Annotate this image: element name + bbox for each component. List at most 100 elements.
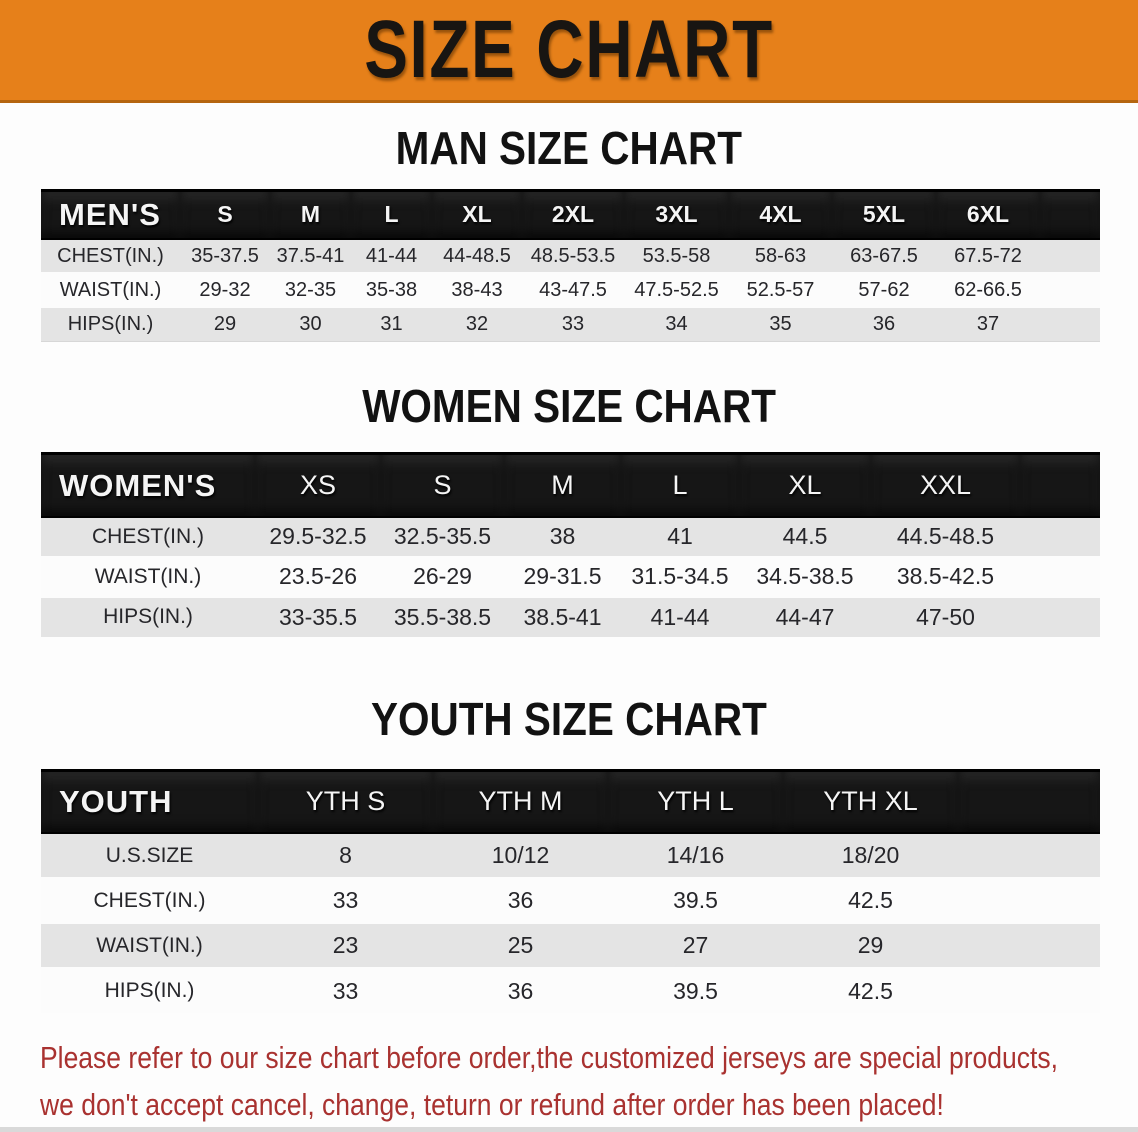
table-cell: 26-29 bbox=[381, 555, 504, 597]
table-cell-spacer bbox=[1040, 238, 1100, 274]
table-cell: 29 bbox=[180, 306, 270, 342]
youth-chest-row: CHEST(IN.) 33 36 39.5 42.5 bbox=[41, 877, 1100, 924]
men-size-col-xl: XL bbox=[432, 188, 522, 241]
table-cell: 34 bbox=[624, 306, 729, 342]
table-cell: 30 bbox=[270, 306, 351, 342]
men-size-col-4xl: 4XL bbox=[729, 188, 832, 241]
table-cell-spacer bbox=[1040, 272, 1100, 308]
table-cell: 44.5-48.5 bbox=[871, 515, 1020, 557]
youth-ussize-row: U.S.SIZE 8 10/12 14/16 18/20 bbox=[41, 832, 1100, 879]
table-cell: 36 bbox=[433, 877, 608, 924]
table-cell: 35.5-38.5 bbox=[381, 595, 504, 637]
youth-table-header-row: YOUTH YTH S YTH M YTH L YTH XL bbox=[41, 768, 1100, 835]
table-cell: 41-44 bbox=[621, 595, 739, 637]
youth-heading-text: YOUTH SIZE CHART bbox=[371, 692, 767, 745]
table-cell: 25 bbox=[433, 922, 608, 969]
table-cell: 35 bbox=[729, 306, 832, 342]
table-cell: 53.5-58 bbox=[624, 238, 729, 274]
table-cell: 32.5-35.5 bbox=[381, 515, 504, 557]
table-cell: 38-43 bbox=[432, 272, 522, 308]
table-cell: 38.5-41 bbox=[504, 595, 621, 637]
men-hips-row: HIPS(IN.) 29 30 31 32 33 34 35 36 37 bbox=[41, 306, 1100, 342]
women-size-col-xs: XS bbox=[255, 452, 381, 518]
youth-size-col-m: YTH M bbox=[433, 768, 608, 835]
table-cell: 39.5 bbox=[608, 967, 783, 1014]
order-notice: Please refer to our size chart before or… bbox=[40, 1034, 1138, 1128]
table-cell: 8 bbox=[258, 832, 433, 879]
table-cell-spacer bbox=[1020, 515, 1100, 557]
women-size-col-xxl: XXL bbox=[871, 452, 1020, 518]
row-label: WAIST(IN.) bbox=[41, 555, 255, 597]
bottom-edge-strip bbox=[0, 1127, 1138, 1132]
men-chest-row: CHEST(IN.) 35-37.5 37.5-41 41-44 44-48.5… bbox=[41, 238, 1100, 274]
women-size-col-xl: XL bbox=[739, 452, 871, 518]
men-size-col-3xl: 3XL bbox=[624, 188, 729, 241]
row-label: CHEST(IN.) bbox=[41, 515, 255, 557]
row-label: CHEST(IN.) bbox=[41, 238, 180, 274]
table-cell: 44-48.5 bbox=[432, 238, 522, 274]
table-cell: 33 bbox=[258, 967, 433, 1014]
youth-size-table: YOUTH YTH S YTH M YTH L YTH XL U.S.SIZE … bbox=[41, 768, 1100, 1014]
size-chart-banner: SIZE CHART bbox=[0, 0, 1138, 103]
table-cell-spacer bbox=[958, 922, 1100, 969]
table-cell: 44.5 bbox=[739, 515, 871, 557]
table-cell: 37.5-41 bbox=[270, 238, 351, 274]
table-cell: 33-35.5 bbox=[255, 595, 381, 637]
table-cell-spacer bbox=[1020, 595, 1100, 637]
men-size-col-s: S bbox=[180, 188, 270, 241]
table-cell: 41 bbox=[621, 515, 739, 557]
row-label: HIPS(IN.) bbox=[41, 306, 180, 342]
table-cell: 27 bbox=[608, 922, 783, 969]
men-size-col-l: L bbox=[351, 188, 432, 241]
women-chest-row: CHEST(IN.) 29.5-32.5 32.5-35.5 38 41 44.… bbox=[41, 515, 1100, 557]
youth-size-col-xl: YTH XL bbox=[783, 768, 958, 835]
table-cell: 63-67.5 bbox=[832, 238, 936, 274]
men-size-col-2xl: 2XL bbox=[522, 188, 624, 241]
youth-header-spacer bbox=[958, 768, 1100, 835]
table-cell: 42.5 bbox=[783, 967, 958, 1014]
table-cell: 33 bbox=[258, 877, 433, 924]
table-cell: 32-35 bbox=[270, 272, 351, 308]
table-cell: 29-31.5 bbox=[504, 555, 621, 597]
table-cell: 47.5-52.5 bbox=[624, 272, 729, 308]
table-cell: 36 bbox=[832, 306, 936, 342]
row-label: WAIST(IN.) bbox=[41, 272, 180, 308]
women-size-col-l: L bbox=[621, 452, 739, 518]
row-label: WAIST(IN.) bbox=[41, 922, 258, 969]
table-cell: 14/16 bbox=[608, 832, 783, 879]
women-hips-row: HIPS(IN.) 33-35.5 35.5-38.5 38.5-41 41-4… bbox=[41, 595, 1100, 637]
women-waist-row: WAIST(IN.) 23.5-26 26-29 29-31.5 31.5-34… bbox=[41, 555, 1100, 597]
youth-size-col-s: YTH S bbox=[258, 768, 433, 835]
banner-title: SIZE CHART bbox=[364, 4, 774, 95]
table-cell: 57-62 bbox=[832, 272, 936, 308]
youth-table-corner-label: YOUTH bbox=[41, 768, 258, 835]
table-cell: 36 bbox=[433, 967, 608, 1014]
men-size-table: MEN'S S M L XL 2XL 3XL 4XL 5XL 6XL CHEST… bbox=[41, 188, 1100, 342]
men-size-col-6xl: 6XL bbox=[936, 188, 1040, 241]
table-cell: 29-32 bbox=[180, 272, 270, 308]
women-table-header-row: WOMEN'S XS S M L XL XXL bbox=[41, 452, 1100, 518]
table-cell: 23.5-26 bbox=[255, 555, 381, 597]
table-cell-spacer bbox=[1040, 306, 1100, 342]
table-cell: 62-66.5 bbox=[936, 272, 1040, 308]
table-cell: 37 bbox=[936, 306, 1040, 342]
man-heading-text: MAN SIZE CHART bbox=[395, 122, 743, 174]
men-waist-row: WAIST(IN.) 29-32 32-35 35-38 38-43 43-47… bbox=[41, 272, 1100, 308]
men-size-col-5xl: 5XL bbox=[832, 188, 936, 241]
table-cell: 23 bbox=[258, 922, 433, 969]
table-cell: 31 bbox=[351, 306, 432, 342]
table-cell: 35-38 bbox=[351, 272, 432, 308]
women-header-spacer bbox=[1020, 452, 1100, 518]
row-label: HIPS(IN.) bbox=[41, 967, 258, 1014]
order-notice-line-2: we don't accept cancel, change, teturn o… bbox=[40, 1087, 944, 1123]
table-cell: 67.5-72 bbox=[936, 238, 1040, 274]
women-section-heading: WOMEN SIZE CHART bbox=[0, 381, 1138, 432]
table-cell: 10/12 bbox=[433, 832, 608, 879]
table-cell: 38.5-42.5 bbox=[871, 555, 1020, 597]
table-cell: 32 bbox=[432, 306, 522, 342]
table-cell: 44-47 bbox=[739, 595, 871, 637]
row-label: HIPS(IN.) bbox=[41, 595, 255, 637]
women-size-col-s: S bbox=[381, 452, 504, 518]
table-cell: 43-47.5 bbox=[522, 272, 624, 308]
table-cell: 48.5-53.5 bbox=[522, 238, 624, 274]
